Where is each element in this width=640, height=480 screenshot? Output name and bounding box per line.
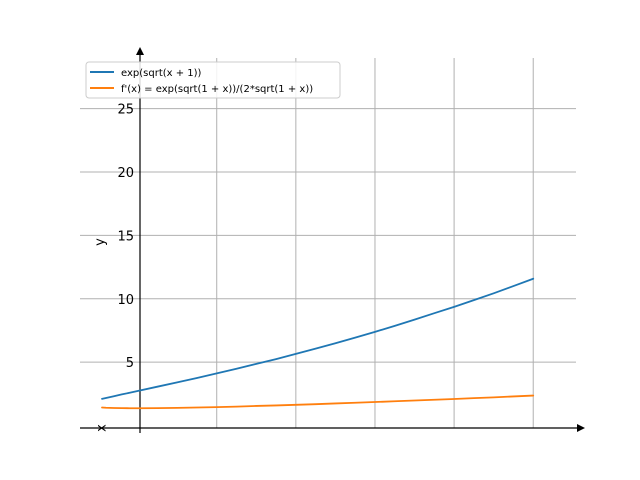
legend-label-series-2: f'(x) = exp(sqrt(1 + x))/(2*sqrt(1 + x))	[121, 84, 313, 95]
series-line-1	[101, 277, 535, 400]
y-axis-label: y	[93, 238, 108, 246]
legend-label-series-1: exp(sqrt(x + 1))	[121, 68, 202, 79]
legend-box	[85, 61, 341, 99]
x-axis-label: x	[95, 424, 110, 432]
y-tick-label-15: 15	[117, 229, 134, 244]
y-tick-label-25: 25	[117, 103, 134, 118]
series-lines	[101, 277, 535, 410]
legend: exp(sqrt(x + 1)) f'(x) = exp(sqrt(1 + x)…	[85, 61, 341, 99]
x-axis-arrow	[577, 424, 585, 432]
y-tick-label-20: 20	[117, 166, 134, 181]
y-tick-labels: 5 10 15 20 25	[117, 103, 134, 371]
y-tick-label-5: 5	[126, 356, 134, 371]
axes	[80, 47, 585, 433]
y-axis-arrow	[136, 47, 144, 55]
grid	[80, 58, 576, 428]
series-line-2	[101, 394, 535, 410]
y-tick-label-10: 10	[117, 293, 134, 308]
